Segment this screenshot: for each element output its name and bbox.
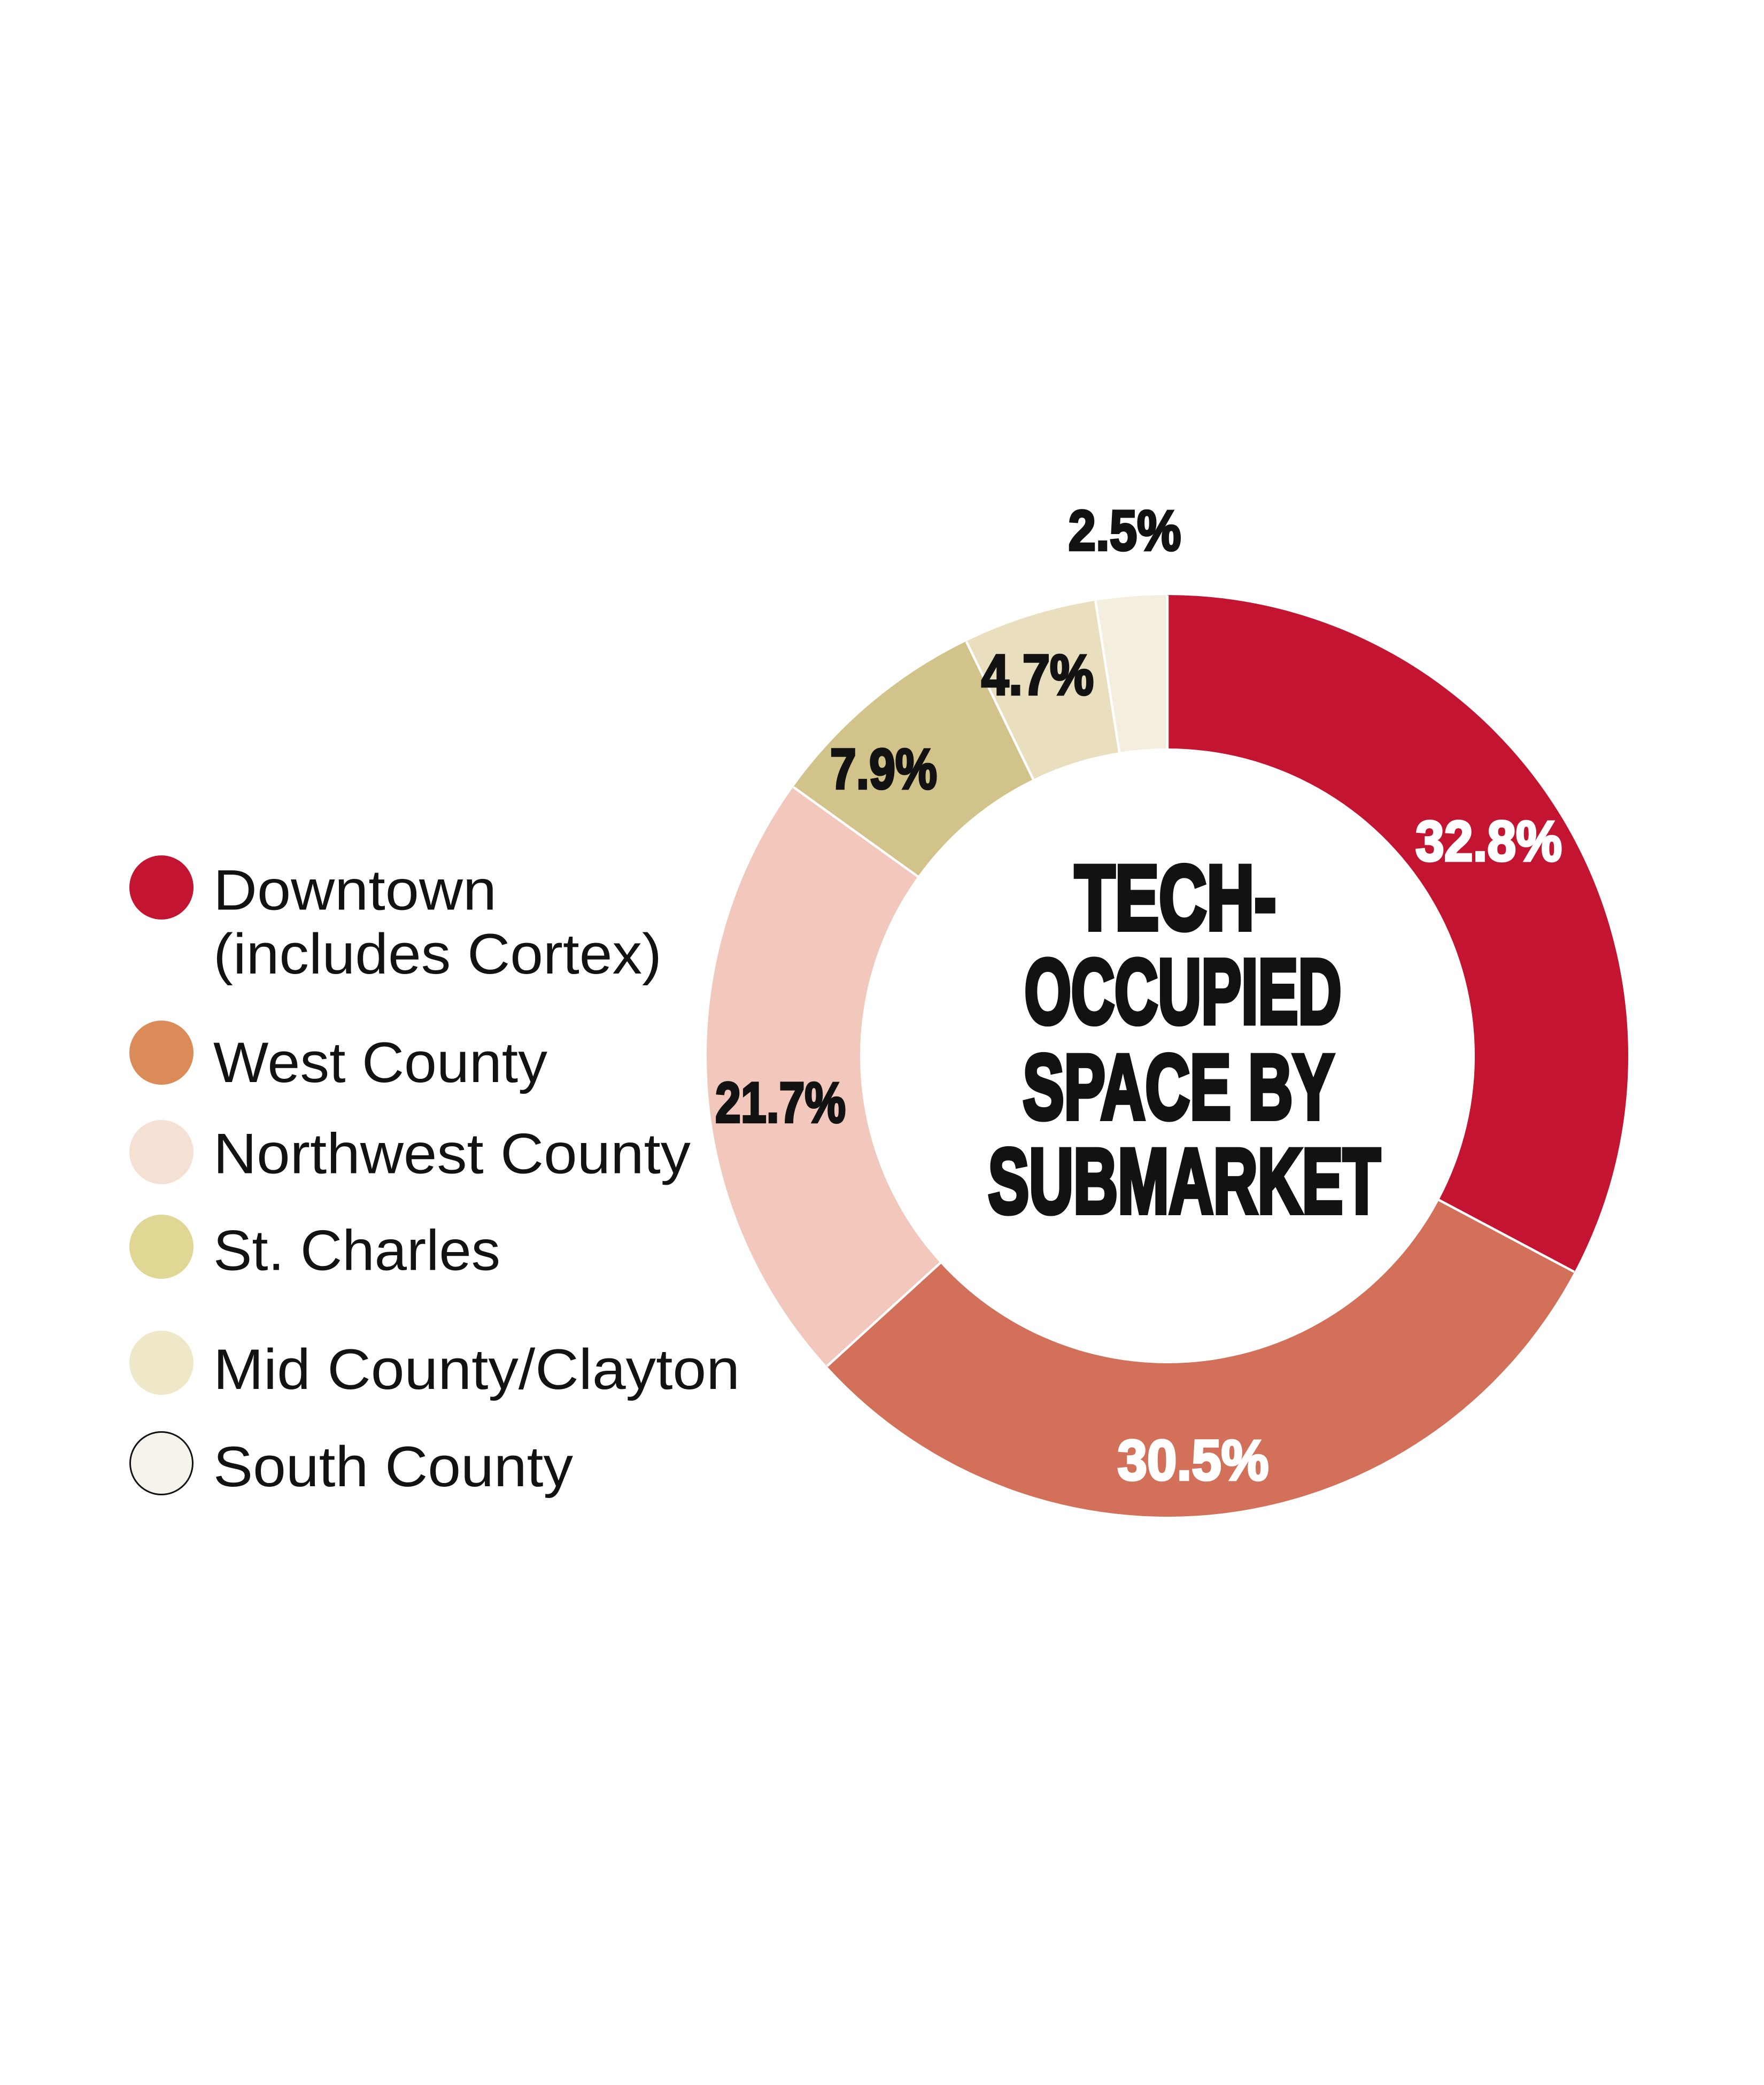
svg-text:SUBMARKET: SUBMARKET [988, 1130, 1381, 1233]
svg-text:4.7%: 4.7% [981, 643, 1094, 707]
svg-text:St. Charles: St. Charles [213, 1218, 500, 1283]
svg-text:21.7%: 21.7% [715, 1070, 846, 1134]
svg-text:Downtown: Downtown [213, 858, 497, 922]
svg-text:Northwest County: Northwest County [213, 1121, 691, 1185]
svg-text:South County: South County [213, 1434, 574, 1499]
svg-text:30.5%: 30.5% [1118, 1428, 1269, 1492]
svg-text:TECH-: TECH- [1075, 847, 1276, 949]
svg-text:SPACE BY: SPACE BY [1023, 1036, 1334, 1139]
svg-text:32.8%: 32.8% [1415, 809, 1562, 873]
svg-text:Mid County/Clayton: Mid County/Clayton [213, 1337, 740, 1401]
svg-text:West County: West County [213, 1030, 547, 1094]
svg-text:OCCUPIED: OCCUPIED [1025, 940, 1342, 1043]
svg-text:7.9%: 7.9% [830, 737, 937, 801]
svg-text:2.5%: 2.5% [1069, 498, 1181, 562]
svg-text:(includes Cortex): (includes Cortex) [213, 922, 662, 986]
